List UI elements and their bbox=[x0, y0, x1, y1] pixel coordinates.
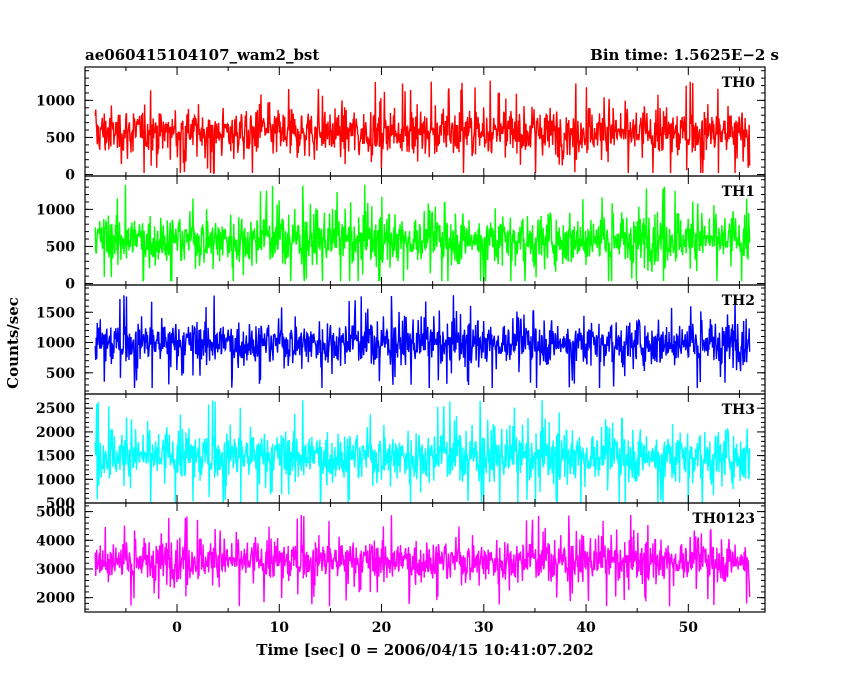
panels: 0 500 1000 TH0 0 500 1000 TH1 500 1000 1500 TH2 500 1… bbox=[36, 66, 766, 613]
x-axis: 0 10 20 30 40 50 bbox=[172, 620, 698, 636]
panel-label: TH3 bbox=[722, 402, 755, 418]
x-tick-label: 40 bbox=[576, 620, 596, 636]
y-tick-label: 1000 bbox=[36, 336, 75, 352]
series-th0123 bbox=[94, 514, 751, 607]
y-tick-label: 2000 bbox=[36, 591, 75, 607]
series-th3 bbox=[94, 400, 751, 503]
y-tick-label: 500 bbox=[46, 496, 75, 512]
x-tick-label: 0 bbox=[172, 620, 182, 636]
x-tick-label: 50 bbox=[679, 620, 699, 636]
y-axis-label: Counts/sec bbox=[4, 297, 22, 389]
y-tick-label: 2500 bbox=[36, 401, 75, 417]
series-th2 bbox=[94, 295, 751, 388]
panel-label: TH1 bbox=[722, 184, 755, 200]
series-th1 bbox=[94, 184, 751, 282]
x-tick-label: 20 bbox=[372, 620, 392, 636]
y-tick-label: 1000 bbox=[36, 472, 75, 488]
y-tick-label: 1500 bbox=[36, 449, 75, 465]
panel-th0: 0 500 1000 TH0 bbox=[36, 66, 766, 184]
y-tick-label: 0 bbox=[65, 277, 75, 293]
y-tick-label: 500 bbox=[46, 366, 75, 382]
y-tick-label: 500 bbox=[46, 130, 75, 146]
x-axis-label: Time [sec] 0 = 2006/04/15 10:41:07.202 bbox=[256, 641, 593, 659]
x-tick-label: 10 bbox=[270, 620, 290, 636]
chart-title-left: ae060415104107_wam2_bst bbox=[85, 46, 319, 64]
y-tick-label: 500 bbox=[46, 239, 75, 255]
y-tick-label: 3000 bbox=[36, 562, 75, 578]
y-tick-label: 1000 bbox=[36, 202, 75, 218]
panel-th0123: 2000 3000 4000 5000 TH0123 bbox=[36, 502, 766, 613]
panel-label: TH0123 bbox=[692, 511, 755, 527]
panel-th1: 0 500 1000 TH1 bbox=[36, 175, 766, 293]
panel-th2: 500 1000 1500 TH2 bbox=[36, 284, 766, 395]
series-th0 bbox=[94, 80, 751, 175]
y-tick-label: 2000 bbox=[36, 425, 75, 441]
y-tick-label: 1000 bbox=[36, 93, 75, 109]
y-tick-label: 4000 bbox=[36, 533, 75, 549]
panel-th3: 500 1000 1500 2000 2500 TH3 bbox=[36, 393, 766, 512]
x-tick-label: 30 bbox=[474, 620, 494, 636]
chart-title-right: Bin time: 1.5625E−2 s bbox=[590, 46, 779, 64]
y-tick-label: 1500 bbox=[36, 305, 75, 321]
panel-label: TH0 bbox=[722, 75, 756, 91]
y-tick-label: 0 bbox=[65, 168, 75, 184]
y-tick-label: 5000 bbox=[36, 505, 75, 521]
panel-label: TH2 bbox=[722, 293, 755, 309]
